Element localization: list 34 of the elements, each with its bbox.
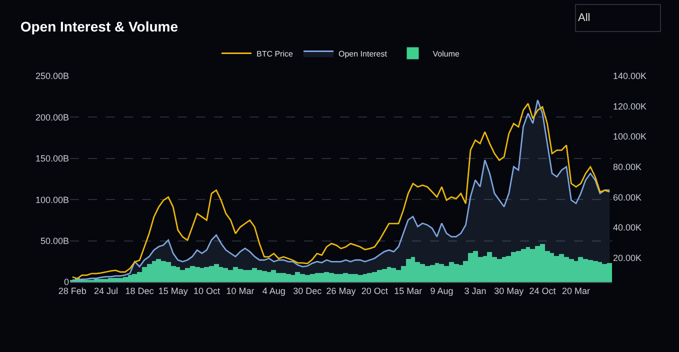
x-tick-label: 24 Jul [94, 286, 118, 296]
y-tick-label: 150.00B [35, 154, 69, 164]
y2-tick-label: 20.00K [613, 252, 642, 263]
x-tick-label: 30 Dec [293, 286, 322, 296]
x-tick-label: 20 Oct [361, 286, 388, 296]
x-tick-label: 28 Feb [58, 286, 86, 296]
y2-tick-label: 100.00K [613, 132, 647, 142]
text: All [578, 12, 590, 24]
y2-tick-label: 140.00K [613, 71, 647, 82]
legend-label: BTC Price [256, 49, 294, 58]
y-tick-label: 100.00B [35, 194, 69, 205]
x-tick-label: 10 Mar [226, 286, 254, 296]
y-tick-label: 200.00B [35, 112, 69, 122]
x-tick-label: 30 May [494, 286, 524, 296]
legend-label: Volume [432, 49, 460, 58]
y2-tick-label: 80.00K [613, 162, 642, 172]
x-tick-label: 20 Mar [562, 286, 590, 296]
y2-tick-label: 60.00K [613, 192, 642, 202]
x-tick-label: 9 Aug [430, 286, 454, 296]
y-tick-label: 50.00B [40, 236, 69, 246]
x-tick-label: 10 Oct [193, 286, 220, 296]
x-tick-label: 26 May [326, 286, 356, 296]
legend-label: Open Interest [338, 49, 388, 58]
y-tick-label: 0 [64, 277, 69, 288]
x-tick-label: 18 Dec [125, 286, 154, 296]
x-tick-label: 15 May [158, 286, 188, 296]
chart-title: Open Interest & Volume [20, 18, 178, 34]
x-tick-label: 3 Jan [464, 286, 486, 296]
x-tick-label: 24 Oct [529, 286, 556, 296]
x-tick-label: 15 Mar [394, 286, 422, 296]
y2-tick-label: 120.00K [613, 101, 647, 112]
y-tick-label: 250.00B [35, 71, 69, 82]
y2-tick-label: 40.00K [613, 222, 642, 233]
x-tick-label: 4 Aug [262, 286, 286, 296]
